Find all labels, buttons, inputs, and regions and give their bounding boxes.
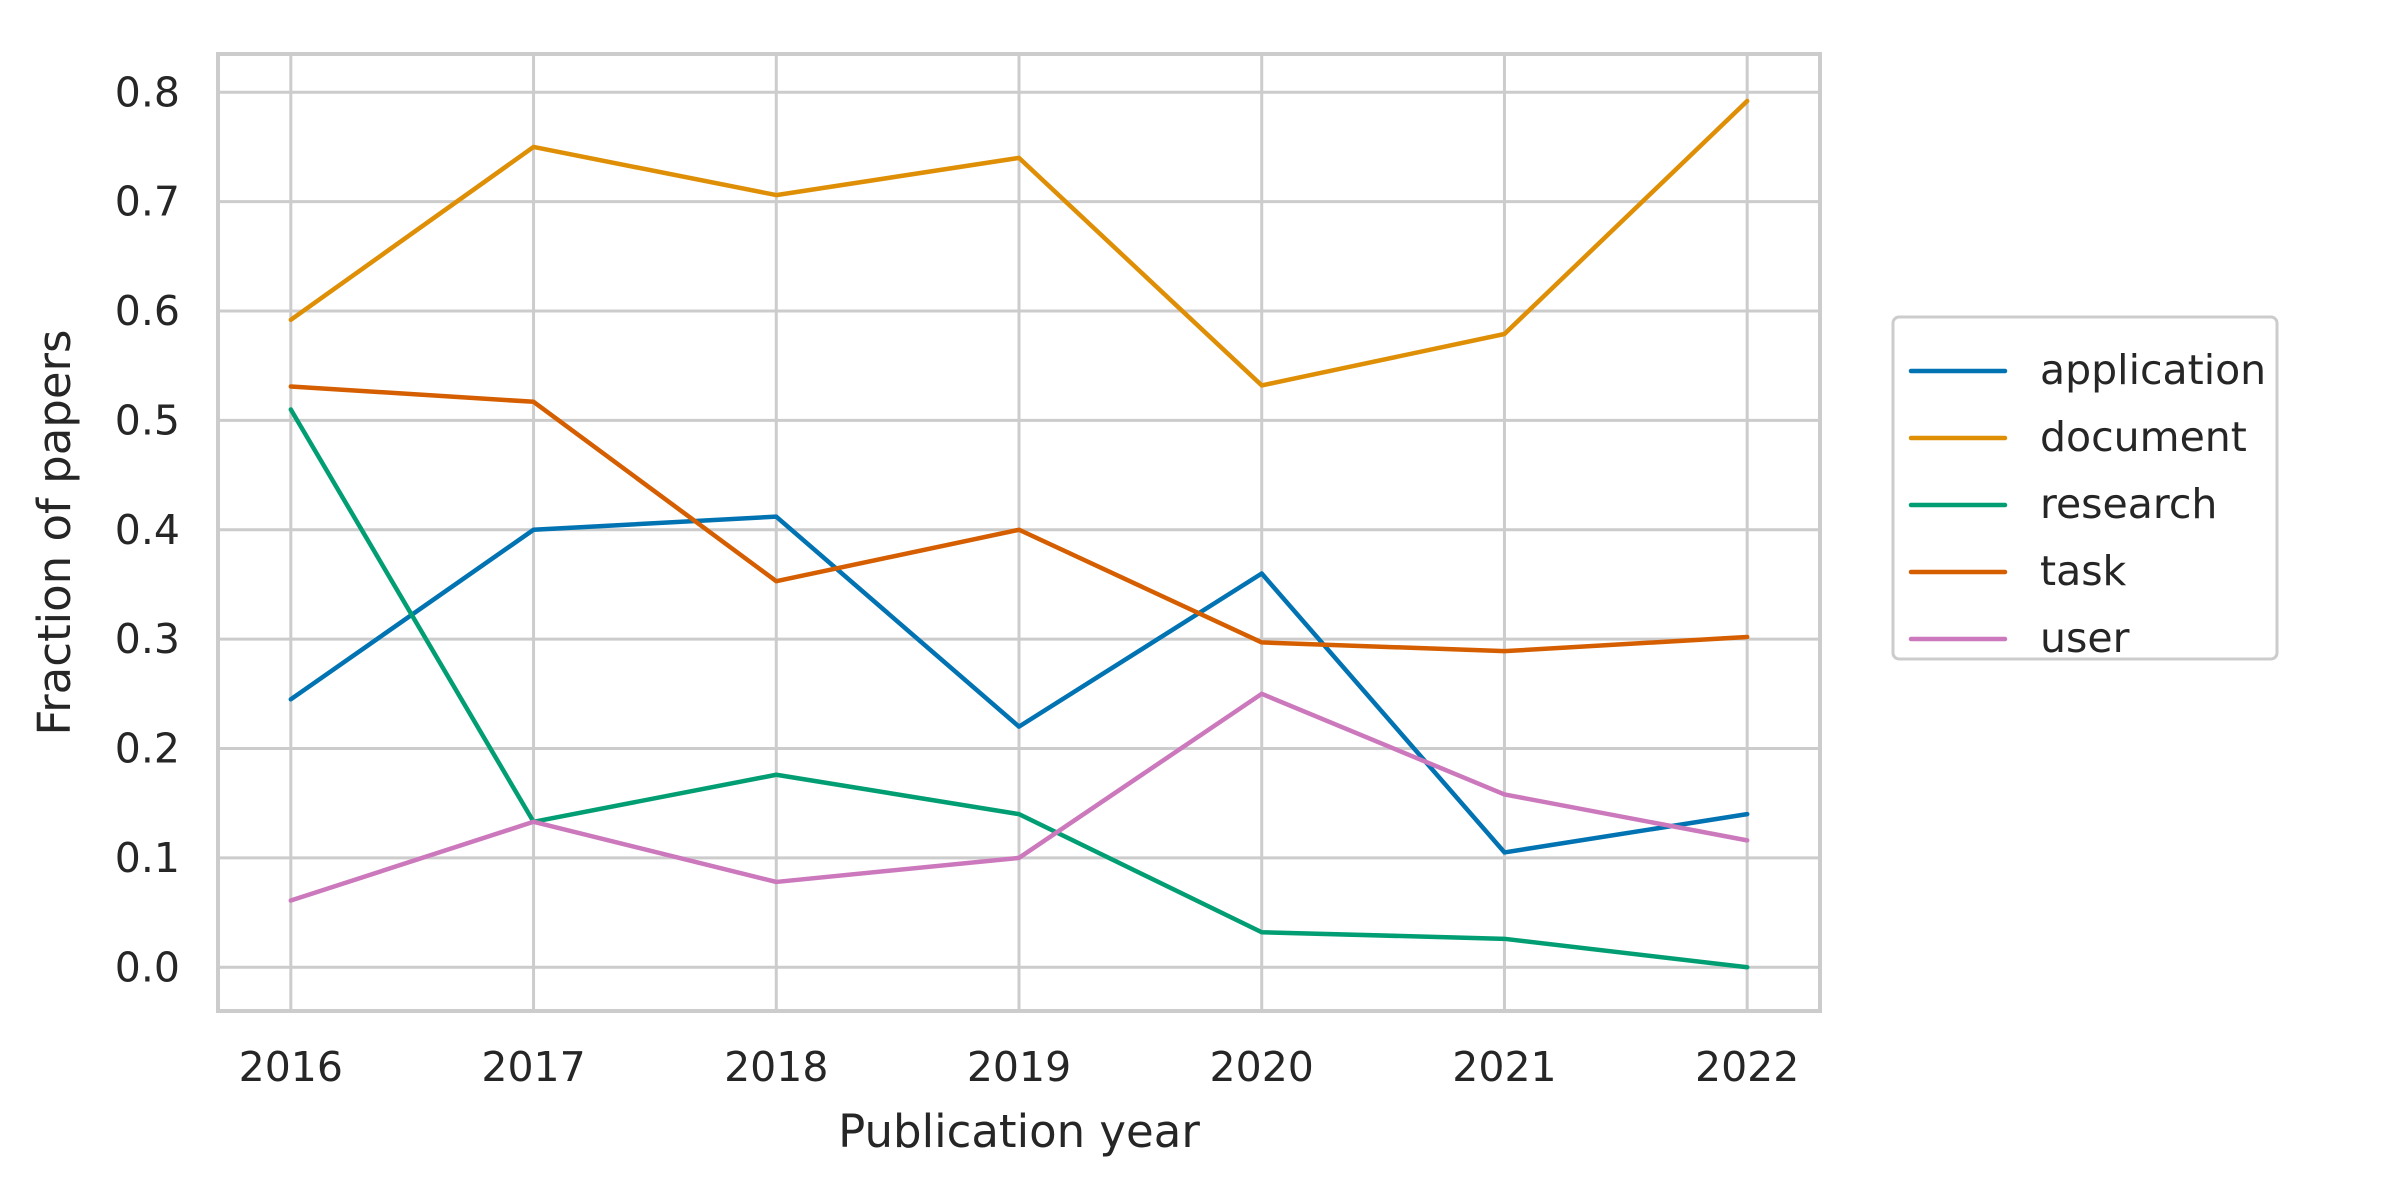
y-tick-label: 0.7 — [115, 178, 180, 226]
x-tick-label: 2020 — [1210, 1043, 1314, 1091]
series-line-application — [288, 514, 1750, 855]
x-tick-label: 2021 — [1452, 1043, 1556, 1091]
x-tick-label: 2018 — [724, 1043, 828, 1091]
y-axis-label: Fraction of papers — [28, 330, 81, 736]
legend-label-application: application — [2040, 346, 2266, 394]
x-tick-label: 2017 — [481, 1043, 585, 1091]
y-tick-label: 0.2 — [115, 725, 180, 773]
x-axis-ticks: 2016 2017 2018 2019 2020 2021 2022 — [239, 1043, 1800, 1091]
series-line-document — [288, 98, 1750, 388]
y-tick-label: 0.0 — [115, 943, 180, 991]
x-tick-label: 2016 — [239, 1043, 343, 1091]
x-axis-label: Publication year — [838, 1105, 1200, 1158]
grid-layer — [218, 54, 1820, 1011]
y-tick-label: 0.5 — [115, 396, 180, 444]
y-tick-label: 0.3 — [115, 615, 180, 663]
legend-label-document: document — [2040, 413, 2247, 461]
x-tick-label: 2022 — [1695, 1043, 1799, 1091]
y-tick-label: 0.4 — [115, 506, 180, 554]
y-axis-ticks: 0.0 0.1 0.2 0.3 0.4 0.5 0.6 0.7 0.8 — [115, 68, 180, 991]
y-tick-label: 0.6 — [115, 287, 180, 335]
legend-label-task: task — [2040, 547, 2127, 595]
series-layer — [288, 98, 1750, 970]
series-line-user — [288, 691, 1750, 903]
legend: application document research task user — [1891, 315, 2279, 662]
legend-label-user: user — [2040, 614, 2130, 662]
legend-label-research: research — [2040, 480, 2217, 528]
series-line-task — [288, 384, 1750, 654]
x-tick-label: 2019 — [967, 1043, 1071, 1091]
y-tick-label: 0.8 — [115, 68, 180, 116]
y-tick-label: 0.1 — [115, 834, 180, 882]
plot-frame — [216, 52, 1822, 1013]
